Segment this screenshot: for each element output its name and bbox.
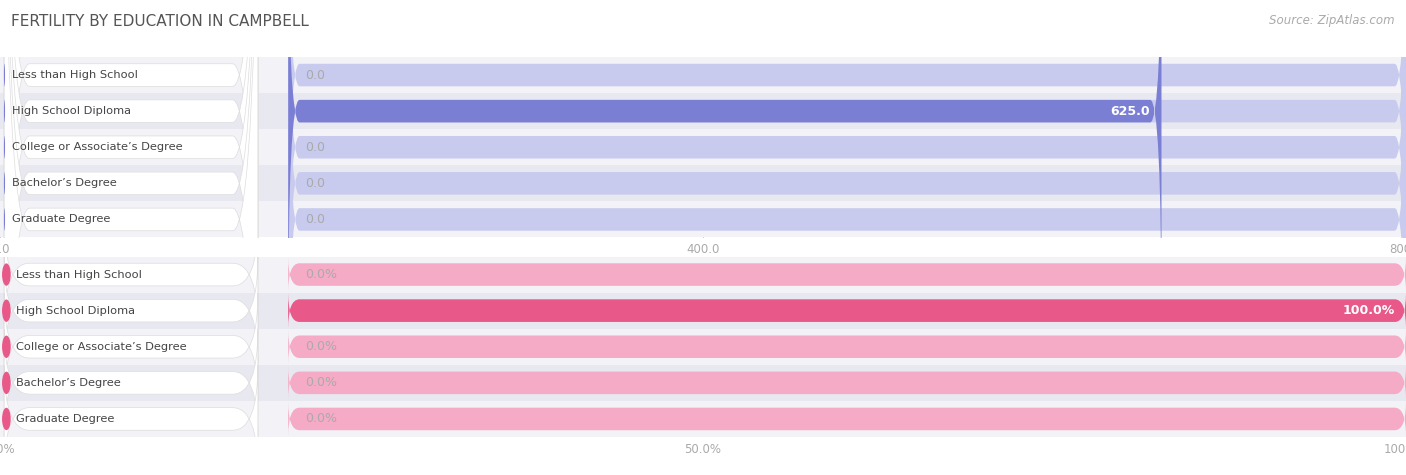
FancyBboxPatch shape — [4, 221, 257, 328]
FancyBboxPatch shape — [288, 0, 1406, 403]
Text: High School Diploma: High School Diploma — [11, 106, 131, 116]
Text: FERTILITY BY EDUCATION IN CAMPBELL: FERTILITY BY EDUCATION IN CAMPBELL — [11, 14, 309, 29]
Text: High School Diploma: High School Diploma — [15, 305, 135, 316]
FancyBboxPatch shape — [288, 0, 1406, 295]
Text: 0.0%: 0.0% — [305, 412, 337, 426]
FancyBboxPatch shape — [4, 293, 257, 400]
Text: Graduate Degree: Graduate Degree — [11, 214, 110, 225]
FancyBboxPatch shape — [4, 365, 257, 473]
Circle shape — [1, 299, 11, 322]
Bar — [0, 365, 1406, 401]
Text: College or Associate’s Degree: College or Associate’s Degree — [11, 142, 183, 152]
Text: Less than High School: Less than High School — [15, 269, 142, 280]
Text: College or Associate’s Degree: College or Associate’s Degree — [15, 342, 186, 352]
Bar — [0, 201, 1406, 238]
Text: Bachelor’s Degree: Bachelor’s Degree — [15, 378, 121, 388]
Bar — [0, 256, 1406, 293]
FancyBboxPatch shape — [4, 257, 257, 364]
FancyBboxPatch shape — [288, 0, 1406, 439]
FancyBboxPatch shape — [288, 257, 1406, 292]
Text: Source: ZipAtlas.com: Source: ZipAtlas.com — [1270, 14, 1395, 27]
FancyBboxPatch shape — [288, 0, 1161, 331]
FancyBboxPatch shape — [4, 0, 257, 475]
Text: Less than High School: Less than High School — [11, 70, 138, 80]
Bar — [0, 57, 1406, 93]
Text: 0.0: 0.0 — [305, 141, 325, 154]
FancyBboxPatch shape — [288, 0, 1406, 367]
FancyBboxPatch shape — [288, 0, 1406, 331]
Text: Bachelor’s Degree: Bachelor’s Degree — [11, 178, 117, 189]
Bar — [0, 129, 1406, 165]
FancyBboxPatch shape — [288, 401, 1406, 437]
Text: 0.0: 0.0 — [305, 177, 325, 190]
Text: 0.0%: 0.0% — [305, 340, 337, 353]
FancyBboxPatch shape — [4, 0, 257, 475]
FancyBboxPatch shape — [288, 329, 1406, 364]
FancyBboxPatch shape — [4, 0, 257, 475]
FancyBboxPatch shape — [4, 329, 257, 437]
FancyBboxPatch shape — [288, 293, 1406, 328]
Text: 100.0%: 100.0% — [1343, 304, 1395, 317]
Bar — [0, 93, 1406, 129]
Text: Graduate Degree: Graduate Degree — [15, 414, 114, 424]
Text: 0.0: 0.0 — [305, 68, 325, 82]
Bar — [0, 401, 1406, 437]
Text: 0.0%: 0.0% — [305, 268, 337, 281]
Text: 625.0: 625.0 — [1111, 104, 1150, 118]
Circle shape — [1, 371, 11, 394]
FancyBboxPatch shape — [4, 0, 257, 475]
Circle shape — [1, 335, 11, 358]
FancyBboxPatch shape — [288, 293, 1406, 328]
Circle shape — [1, 408, 11, 430]
Bar — [0, 329, 1406, 365]
Text: 0.0%: 0.0% — [305, 376, 337, 390]
Bar — [0, 293, 1406, 329]
FancyBboxPatch shape — [4, 0, 257, 475]
Bar — [0, 165, 1406, 201]
Circle shape — [1, 263, 11, 286]
Text: 0.0: 0.0 — [305, 213, 325, 226]
FancyBboxPatch shape — [288, 365, 1406, 400]
